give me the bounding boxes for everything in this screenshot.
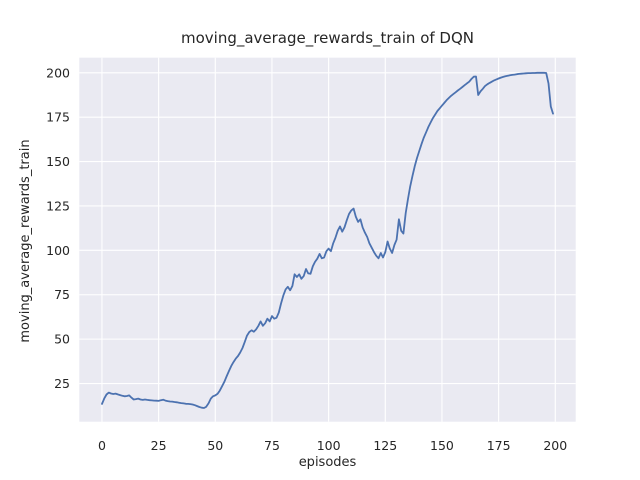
plot-background (79, 57, 576, 422)
x-tick-label: 0 (98, 438, 106, 453)
y-axis-label: moving_average_rewards_train (18, 139, 33, 343)
x-tick-label: 200 (543, 438, 567, 453)
y-tick-label: 100 (46, 243, 70, 258)
x-tick-label: 175 (487, 438, 511, 453)
y-tick-label: 50 (54, 332, 70, 347)
y-tick-label: 125 (46, 198, 70, 213)
x-axis-label: episodes (298, 455, 357, 470)
y-tick-label: 25 (54, 376, 70, 391)
reward-line (101, 71, 554, 409)
x-tick-label: 75 (264, 438, 280, 453)
y-tick-label: 150 (46, 154, 70, 169)
y-tick-label: 75 (54, 287, 70, 302)
y-tick-label: 175 (46, 110, 70, 125)
x-tick-label: 150 (430, 438, 454, 453)
y-tick-label: 200 (46, 65, 70, 80)
x-tick-label: 50 (207, 438, 223, 453)
x-tick-label: 100 (317, 438, 341, 453)
x-tick-label: 25 (151, 438, 167, 453)
x-tick-label: 125 (373, 438, 397, 453)
chart-title: moving_average_rewards_train of DQN (180, 29, 475, 47)
